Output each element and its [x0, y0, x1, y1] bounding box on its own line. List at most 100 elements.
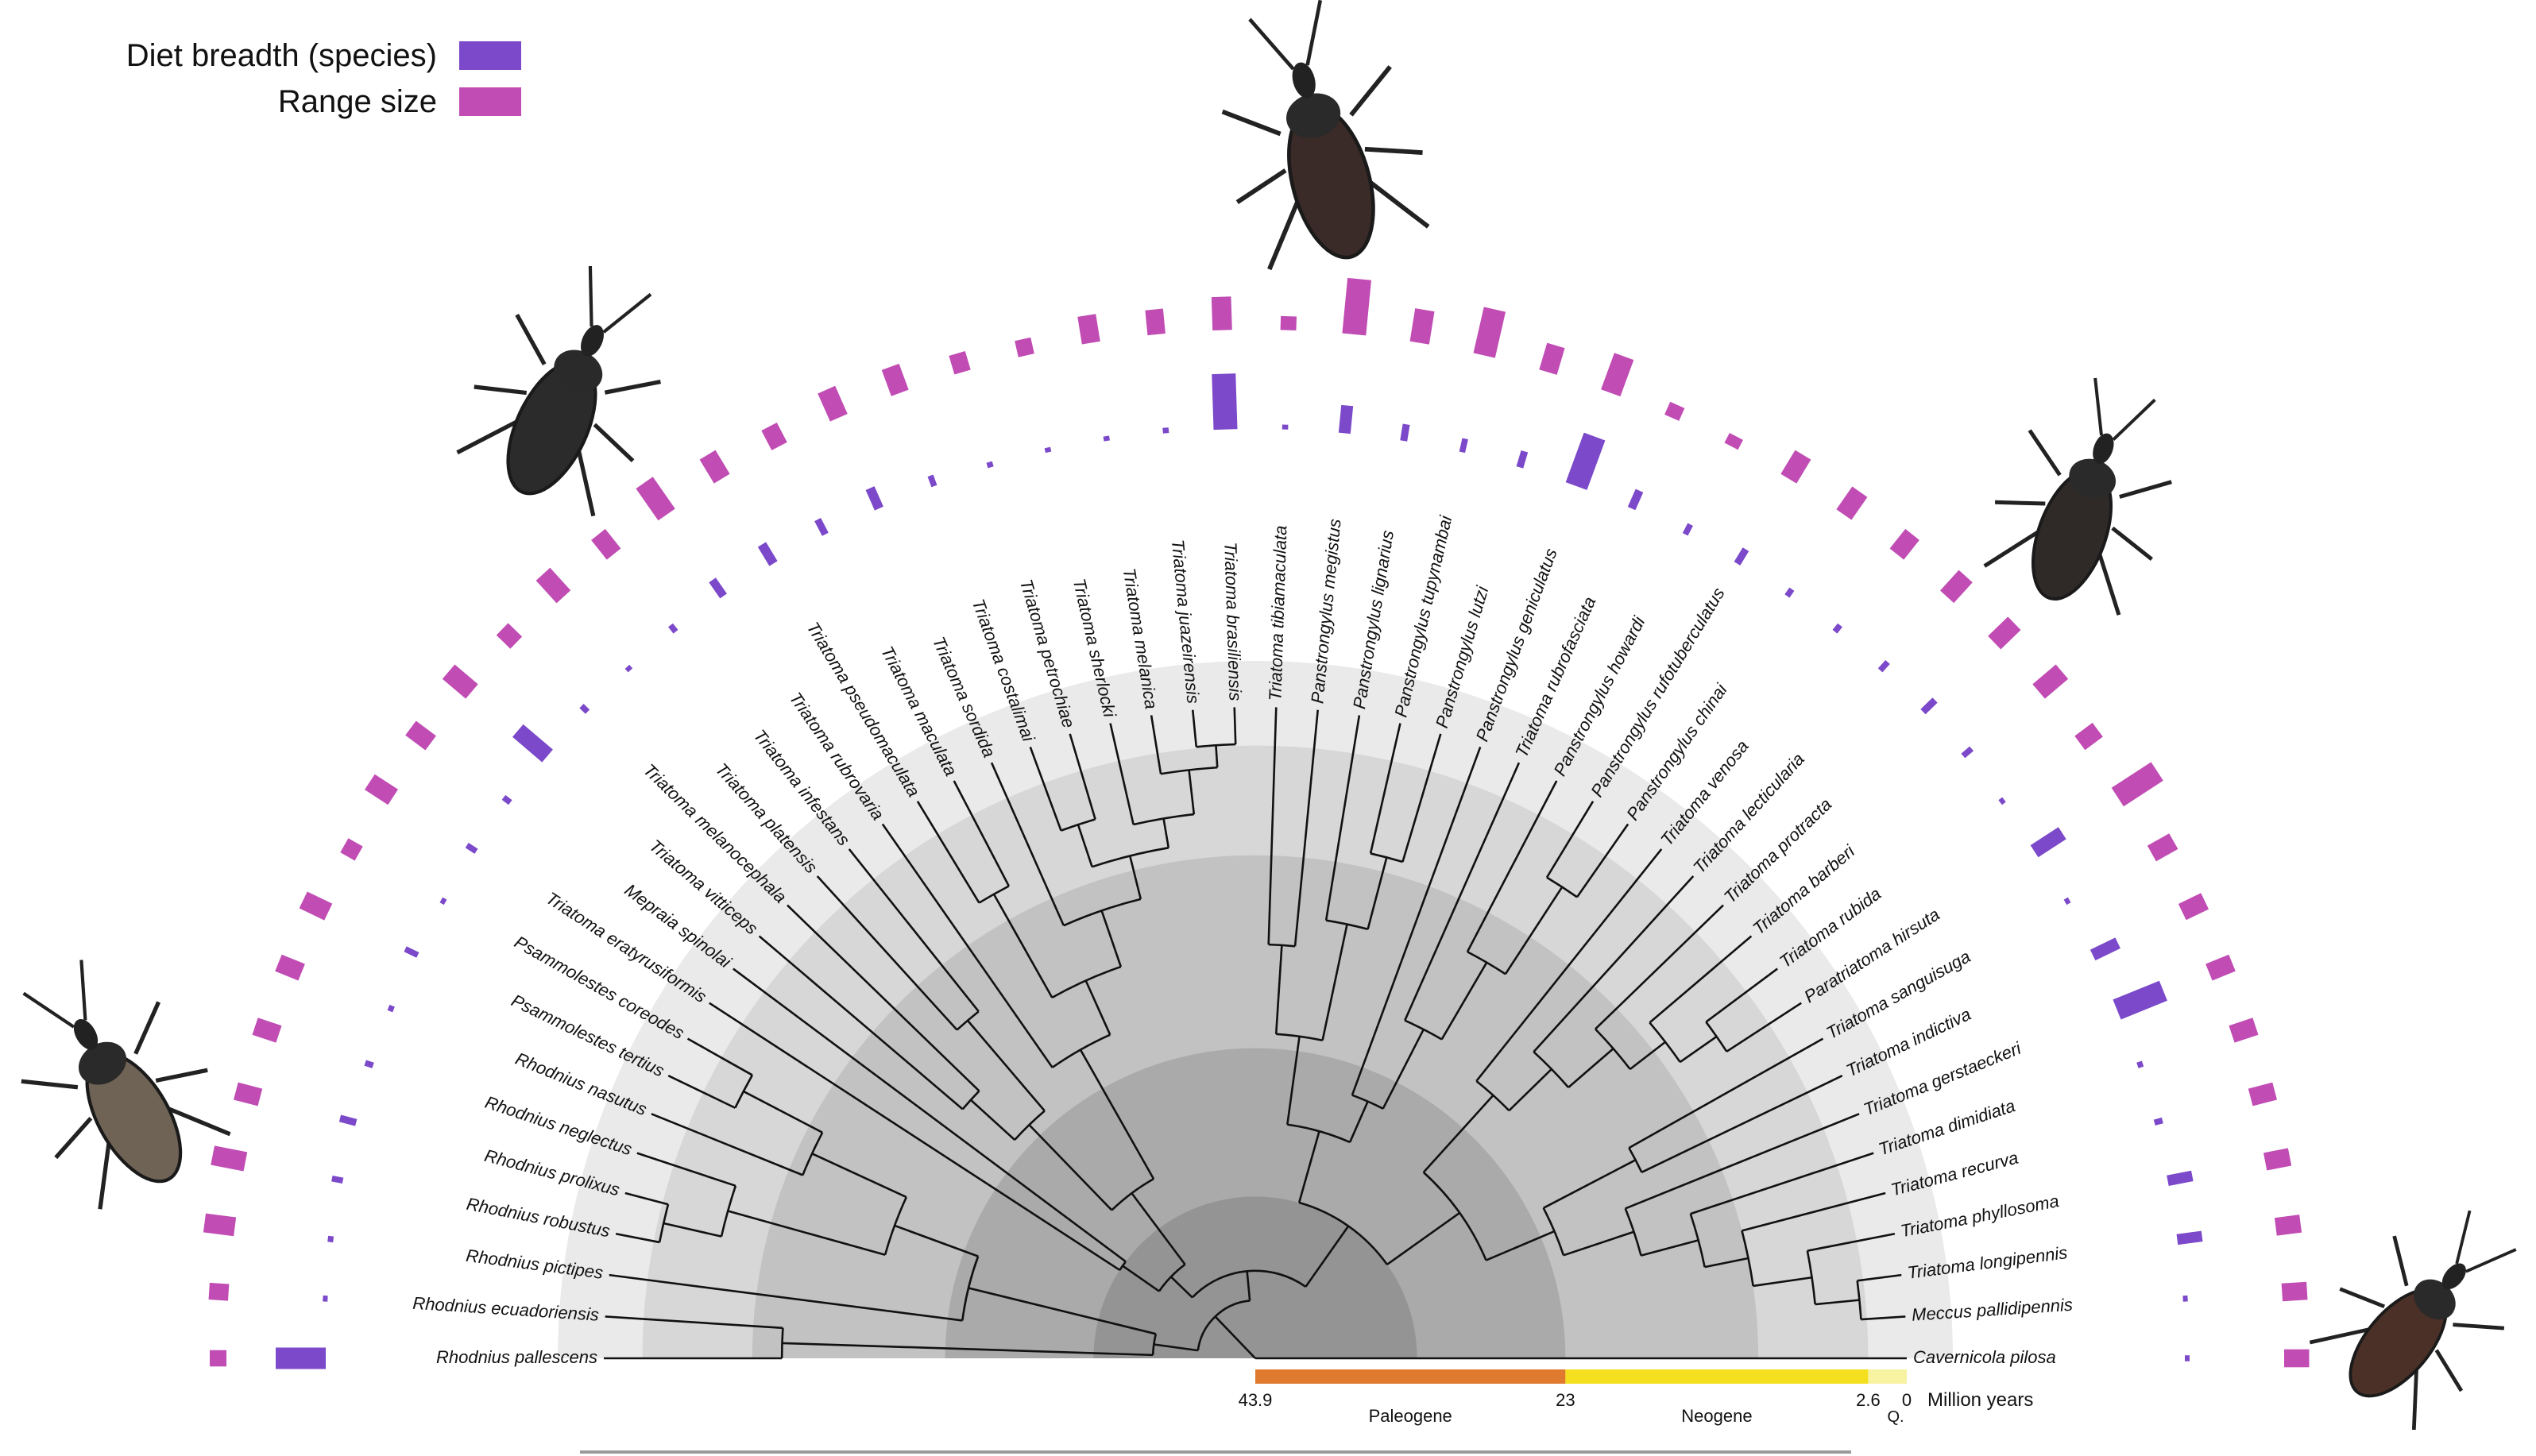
tree-branch-50 [881, 823, 1053, 1068]
diet-breadth-bar [1400, 423, 1410, 442]
tree-arc-17 [658, 1203, 670, 1243]
range-size-bar [591, 528, 621, 560]
bug-head [2093, 433, 2114, 465]
legend: Diet breadth (species) Range size [76, 35, 521, 130]
tree-branch-108 [1422, 1095, 1494, 1173]
bug-leg [1349, 65, 1392, 117]
kissing-bug-icon-3 [1221, 0, 1430, 271]
range-size-bar [2205, 954, 2236, 981]
range-size-bar [1780, 450, 1811, 484]
tree-branch-30 [1170, 1276, 1193, 1299]
period-label: Paleogene [1369, 1406, 1452, 1426]
range-size-bar [340, 838, 363, 861]
legend-item-range: Range size [278, 81, 521, 122]
bug-leg [1367, 179, 1430, 229]
diet-breadth-bar [512, 724, 553, 763]
tree-arc-13 [883, 1196, 908, 1256]
range-size-bar [1664, 401, 1685, 421]
bug-antenna [1248, 17, 1295, 71]
tree-branch-110 [1475, 848, 1663, 1082]
diet-breadth-bar [1516, 450, 1529, 469]
bug-leg [1235, 168, 1287, 204]
range-size-bar [2178, 893, 2209, 921]
period-label: Neogene [1681, 1406, 1752, 1426]
bug-leg [1267, 199, 1301, 271]
tree-arc-10 [961, 1256, 980, 1321]
diet-breadth-bar [1459, 438, 1468, 454]
range-size-bar [405, 720, 436, 751]
bug-leg [2392, 1235, 2409, 1287]
tree-branch-96 [1382, 1029, 1425, 1110]
tree-branch-16 [663, 1222, 722, 1238]
range-size-bar [761, 422, 787, 450]
tree-branch-3 [1154, 1343, 1199, 1352]
bug-head [73, 1019, 99, 1050]
bug-leg [515, 313, 547, 365]
tree-branch-18 [615, 1232, 660, 1244]
tree-branch-38 [1028, 1124, 1113, 1211]
tree-branch-102 [1504, 886, 1564, 975]
tree-branch-98 [1404, 762, 1521, 1022]
time-tick-label: 2.6 [1856, 1390, 1881, 1410]
range-size-bar [636, 477, 675, 521]
diet-breadth-bar [1338, 404, 1354, 434]
diet-breadth-bar [2063, 897, 2071, 906]
bug-leg [474, 384, 528, 396]
tree-branch-64 [1029, 747, 1062, 832]
period-bar-1 [1565, 1369, 1869, 1384]
tree-branch-129 [1641, 1075, 1843, 1173]
tree-arc-107 [1422, 1171, 1487, 1261]
kissing-bug-icon-2 [456, 265, 661, 517]
diet-breadth-bar [501, 794, 512, 805]
diet-breadth-bar [579, 704, 590, 714]
range-size-bar [1889, 528, 1919, 560]
tree-branch-71 [1150, 715, 1162, 774]
tree-branch-88 [1324, 715, 1361, 921]
range-size-bar [1145, 308, 1166, 336]
bug-leg [2119, 480, 2172, 499]
tree-arc-61 [1092, 847, 1169, 868]
range-size-bar [2284, 1349, 2310, 1368]
range-size-bar [881, 363, 909, 396]
tree-arc-6 [780, 1327, 784, 1359]
range-size-bar [2147, 833, 2178, 862]
tree-branch-60 [1128, 855, 1142, 900]
range-size-bar [949, 351, 971, 375]
tree-branch-123 [1726, 1002, 1802, 1052]
tree-branch-111 [1508, 1068, 1552, 1112]
tree-branch-124 [1486, 1230, 1556, 1261]
tree-branch-132 [1625, 1113, 1860, 1210]
tree-branch-101 [1466, 780, 1558, 952]
tree-branch-53 [992, 894, 1053, 998]
bug-leg [456, 419, 520, 455]
range-size-bar [1601, 353, 1634, 397]
diet-breadth-bar [439, 897, 447, 906]
tree-branch-91 [1369, 723, 1401, 854]
taxon-label: Panstrongylus chinai [1622, 679, 1731, 824]
tree-arc-79 [1287, 1123, 1351, 1144]
diet-breadth-bar [1998, 797, 2006, 805]
taxon-label: Triatoma pseudomaculata [803, 618, 924, 800]
tree-branch-40 [969, 1099, 1016, 1141]
tree-branch-44 [966, 1019, 1046, 1112]
diet-breadth-bar [2113, 980, 2167, 1020]
diet-breadth-bar [2185, 1355, 2190, 1361]
time-axis: Paleogene Neogene Q. 43.9 23 2.6 0 Million year… [580, 1369, 2033, 1454]
range-size-bar [2248, 1082, 2277, 1106]
range-size-bar [252, 1018, 282, 1043]
diet-breadth-bar [465, 842, 478, 854]
bug-leg [2339, 1287, 2386, 1309]
bug-leg [21, 1079, 79, 1090]
tree-arc-49 [1051, 1033, 1111, 1068]
diet-breadth-bar [814, 517, 829, 536]
tree-branch-144 [1857, 1273, 1902, 1282]
tree-branch-76 [1305, 1225, 1350, 1288]
range-size-bar [299, 891, 333, 921]
diet-breadth-bar [2176, 1230, 2203, 1246]
range-size-bar [818, 385, 848, 422]
range-size-bar [1015, 337, 1034, 357]
tree-branch-80 [1286, 1036, 1301, 1125]
legend-label-range: Range size [277, 83, 437, 119]
tree-branch-133 [1641, 1239, 1699, 1257]
tree-arc-58 [1063, 898, 1142, 927]
